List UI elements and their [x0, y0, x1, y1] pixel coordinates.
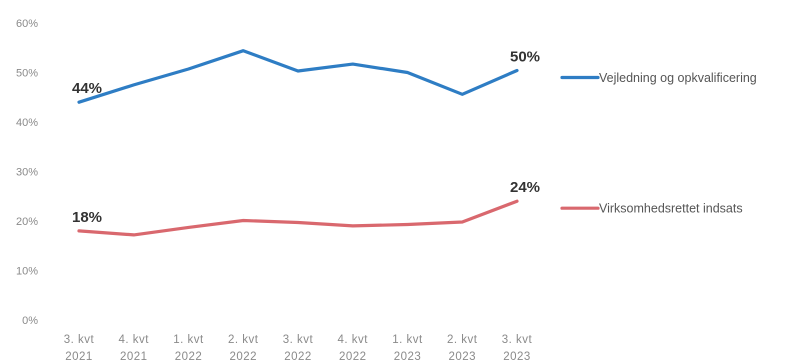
y-tick-label: 60%	[16, 18, 38, 30]
data-label: 44%	[72, 80, 102, 97]
x-tick-label-line: 4. kvt	[119, 334, 150, 346]
x-tick-label-line: 3. kvt	[502, 334, 533, 346]
x-tick-label-line: 2021	[65, 351, 93, 363]
y-tick-label: 10%	[16, 266, 38, 278]
x-tick-label: 4. kvt 2022	[338, 334, 369, 363]
legend: Vejledning og opkvalificering Virksomheds…	[560, 71, 757, 216]
x-tick-label: 3. kvt 2023	[502, 334, 533, 363]
x-tick-label-line: 2023	[394, 351, 422, 363]
x-tick-label-line: 2021	[120, 351, 148, 363]
x-tick-label-line: 4. kvt	[338, 334, 369, 346]
x-tick-label-line: 2022	[284, 351, 312, 363]
legend-item: Vejledning og opkvalificering	[560, 71, 757, 85]
x-tick-label-line: 3. kvt	[283, 334, 314, 346]
x-tick-label: 4. kvt 2021	[119, 334, 150, 363]
data-label: 50%	[510, 49, 540, 66]
legend-item: Virksomhedsrettet indsats	[560, 202, 743, 216]
series-line	[77, 49, 519, 104]
x-tick-label-line: 2. kvt	[447, 334, 478, 346]
data-label: 18%	[72, 209, 102, 226]
y-tick-label: 30%	[16, 167, 38, 179]
y-tick-label: 20%	[16, 216, 38, 228]
x-tick-label-line: 2023	[448, 351, 476, 363]
x-tick-label-line: 2. kvt	[228, 334, 259, 346]
x-tick-label-line: 2022	[175, 351, 203, 363]
x-tick-label: 1. kvt 2022	[173, 334, 204, 363]
x-tick-label-line: 1. kvt	[392, 334, 423, 346]
data-labels: 44% 50% 18% 24%	[72, 49, 540, 226]
legend-label: Vejledning og opkvalificering	[599, 71, 757, 85]
x-tick-label: 3. kvt 2022	[283, 334, 314, 363]
series-layer	[77, 49, 519, 237]
x-axis: 3. kvt 2021 4. kvt 2021 1. kvt 2022 2. kvt 2022…	[64, 334, 533, 363]
x-tick-label: 2. kvt 2023	[447, 334, 478, 363]
legend-label: Virksomhedsrettet indsats	[599, 202, 743, 216]
x-tick-label: 2. kvt 2022	[228, 334, 259, 363]
x-tick-label-line: 1. kvt	[173, 334, 204, 346]
y-tick-label: 0%	[22, 315, 38, 327]
x-tick-label-line: 2022	[229, 351, 257, 363]
x-tick-label-line: 2023	[503, 351, 531, 363]
x-tick-label: 3. kvt 2021	[64, 334, 95, 363]
y-tick-label: 50%	[16, 68, 38, 80]
x-tick-label-line: 2022	[339, 351, 367, 363]
x-tick-label: 1. kvt 2023	[392, 334, 423, 363]
y-tick-label: 40%	[16, 117, 38, 129]
data-label: 24%	[510, 179, 540, 196]
x-tick-label-line: 3. kvt	[64, 334, 95, 346]
y-axis: 0% 10% 20% 30% 40% 50% 60%	[16, 18, 38, 327]
series-line	[77, 199, 519, 237]
